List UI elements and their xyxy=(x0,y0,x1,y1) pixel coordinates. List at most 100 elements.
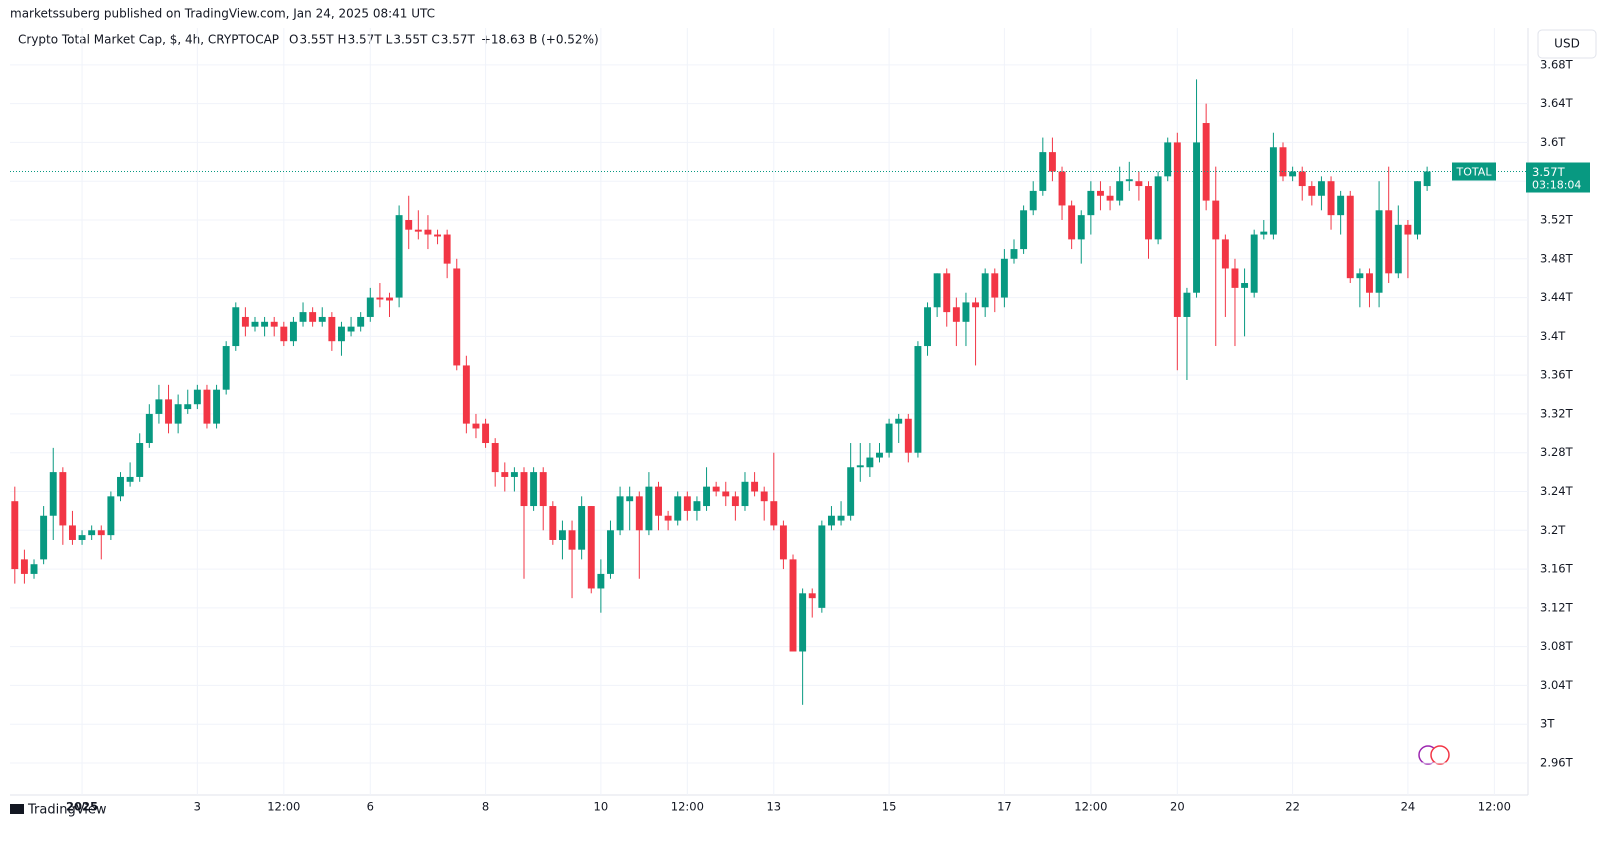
candle-body xyxy=(1183,292,1191,317)
candle-body xyxy=(597,573,605,589)
candle-body xyxy=(1221,239,1229,269)
y-tick-label: 3.08T xyxy=(1540,639,1574,653)
candle-body xyxy=(712,486,720,492)
ohlc-value: 3.57T xyxy=(441,33,476,47)
candle-body xyxy=(1346,195,1354,279)
y-tick-label: 3.52T xyxy=(1540,212,1574,226)
y-tick-label: 3.24T xyxy=(1540,484,1574,498)
candle-body xyxy=(203,389,211,424)
y-tick-label: 3.6T xyxy=(1540,135,1566,149)
x-tick-label: 12:00 xyxy=(267,800,300,814)
candle-body xyxy=(434,234,441,237)
ohlc-value: 3.55T xyxy=(393,33,428,47)
candle-body xyxy=(145,413,153,444)
candle-body xyxy=(395,215,403,298)
candle-body xyxy=(1298,171,1306,187)
candle-body xyxy=(751,481,759,492)
candle-body xyxy=(635,496,643,531)
legend: Crypto Total Market Cap, $, 4h, CRYPTOCA… xyxy=(18,33,599,47)
candle-body xyxy=(1404,224,1412,235)
y-tick-label: 3.44T xyxy=(1540,290,1574,304)
candle-body xyxy=(943,273,951,313)
candle-body xyxy=(626,496,634,502)
candle-body xyxy=(386,297,393,301)
x-tick-label: 22 xyxy=(1285,800,1300,814)
x-tick-label: 17 xyxy=(997,800,1012,814)
candle-body xyxy=(126,476,134,482)
candle-body xyxy=(270,321,278,327)
candle-body xyxy=(193,389,201,405)
y-tick-label: 3.4T xyxy=(1540,329,1566,343)
candle-body xyxy=(1231,268,1239,288)
candle-body xyxy=(895,418,903,424)
candle-body xyxy=(558,530,566,540)
candle-body xyxy=(789,559,797,652)
candle-body xyxy=(78,535,86,540)
candle-body xyxy=(703,486,711,507)
x-tick-label: 2025 xyxy=(66,800,98,814)
candle-body xyxy=(568,530,576,550)
candle-body xyxy=(20,559,28,574)
candle-body xyxy=(885,423,893,453)
ohlc-key: L xyxy=(386,33,393,47)
ohlc-value: 3.57T xyxy=(348,33,383,47)
candle-body xyxy=(155,399,163,414)
candle-body xyxy=(472,423,480,429)
x-tick-label: 20 xyxy=(1170,800,1185,814)
candle-body xyxy=(338,326,345,342)
candle-body xyxy=(414,229,422,232)
candle-body xyxy=(1250,234,1258,293)
y-tick-label: 3.36T xyxy=(1540,368,1574,382)
candle-body xyxy=(213,389,221,424)
candle-body xyxy=(866,457,874,468)
candle-body xyxy=(1164,142,1172,177)
candle-body xyxy=(1193,142,1200,293)
candle-body xyxy=(462,365,470,424)
currency-box[interactable] xyxy=(1537,29,1597,59)
candle-body xyxy=(962,302,970,322)
x-tick-label: 6 xyxy=(367,800,374,814)
candle-body xyxy=(136,443,144,477)
candle-body xyxy=(280,326,288,342)
candle-body xyxy=(309,312,317,322)
candle-body xyxy=(1394,224,1402,274)
candle-body xyxy=(165,399,172,424)
candle-body xyxy=(59,472,67,526)
logo-mark xyxy=(10,804,24,814)
candle-body xyxy=(232,307,240,347)
candle-body xyxy=(991,273,999,298)
candle-body xyxy=(1048,152,1056,172)
y-tick-label: 3.12T xyxy=(1540,600,1574,614)
candle-body xyxy=(664,515,672,521)
candle-body xyxy=(972,302,980,308)
candle-body xyxy=(1279,147,1287,177)
y-tick-label: 3.48T xyxy=(1540,251,1574,265)
candle-body xyxy=(11,501,19,570)
event-icon[interactable] xyxy=(1430,745,1450,765)
candle-body xyxy=(1000,258,1008,298)
candle-body xyxy=(818,525,826,608)
candle-body xyxy=(1020,210,1028,250)
candle-body xyxy=(443,234,451,264)
candle-body xyxy=(501,472,509,477)
candle-body xyxy=(1097,190,1104,196)
y-tick-label: 2.96T xyxy=(1540,756,1574,770)
candle-body xyxy=(904,418,912,453)
y-tick-label: 3.64T xyxy=(1540,96,1574,110)
candle-body xyxy=(1116,181,1124,201)
currency[interactable]: USD xyxy=(1554,37,1580,51)
candle-body xyxy=(184,404,192,410)
candle-body xyxy=(482,423,490,444)
candle-body xyxy=(1125,179,1133,182)
candle-body xyxy=(1356,273,1364,279)
footer: TradingView xyxy=(27,803,107,818)
candle-body xyxy=(847,467,855,516)
publisher: marketssuberg published on TradingView.c… xyxy=(10,7,435,21)
candle-body xyxy=(731,496,739,507)
x-tick-label: 12:00 xyxy=(671,800,704,814)
candle-body xyxy=(88,530,96,536)
candle-body xyxy=(357,316,365,327)
candles xyxy=(11,79,1431,705)
candle-body xyxy=(1385,210,1393,274)
